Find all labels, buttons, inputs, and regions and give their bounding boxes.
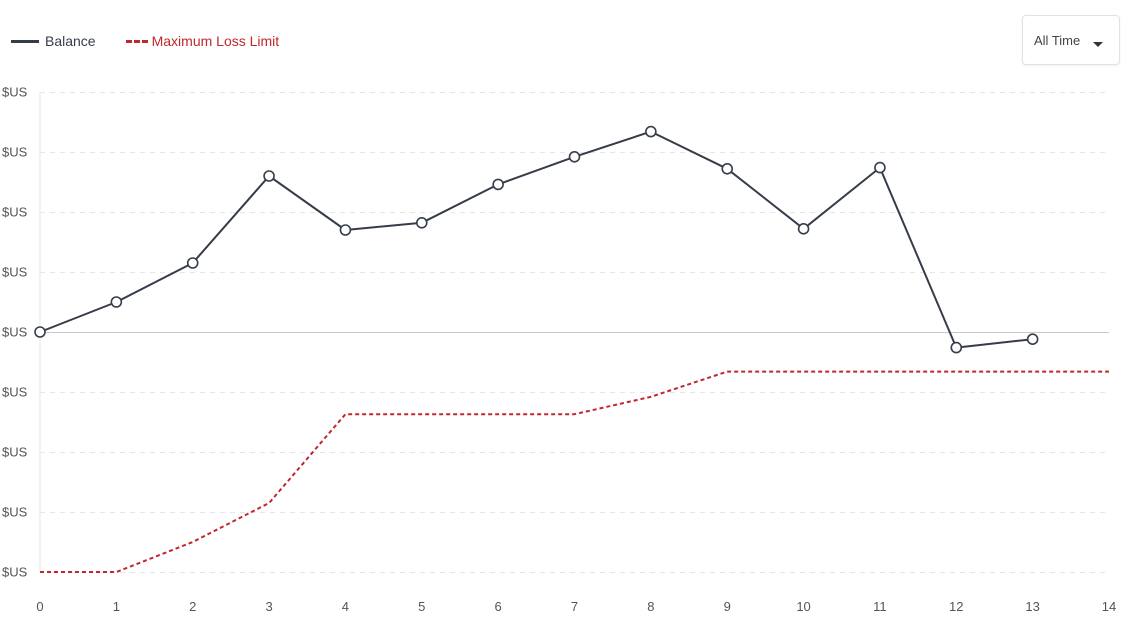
y-tick-label: $US — [2, 445, 28, 460]
legend-item-balance[interactable]: Balance — [11, 33, 96, 49]
y-tick-label: $US — [2, 385, 28, 400]
y-tick-label: $US — [2, 205, 28, 220]
x-tick-label: 9 — [724, 599, 731, 614]
time-range-select[interactable]: All Time — [1022, 15, 1120, 65]
legend-label-limit: Maximum Loss Limit — [151, 33, 280, 49]
legend-label-balance: Balance — [45, 33, 96, 49]
y-tick-label: $US — [2, 265, 28, 280]
x-tick-label: 7 — [571, 599, 578, 614]
x-tick-label: 10 — [796, 599, 810, 614]
balance-point[interactable] — [263, 170, 275, 182]
x-tick-label: 11 — [873, 599, 887, 614]
x-tick-label: 12 — [949, 599, 963, 614]
chevron-down-icon — [1093, 42, 1103, 47]
balance-swatch — [11, 39, 39, 43]
balance-point[interactable] — [797, 223, 810, 235]
balance-point[interactable] — [186, 257, 199, 269]
time-range-value: All Time — [1034, 32, 1081, 48]
y-tick-label: $US — [2, 145, 28, 160]
x-tick-label: 2 — [189, 599, 196, 614]
balance-point[interactable] — [339, 224, 352, 236]
x-tick-label: 13 — [1025, 599, 1039, 614]
balance-series-line — [39, 130, 1033, 349]
y-tick-label: $US — [2, 505, 28, 520]
x-tick-label: 3 — [265, 599, 272, 614]
balance-point[interactable] — [415, 217, 428, 229]
x-tick-label: 8 — [647, 599, 654, 614]
balance-point[interactable] — [34, 326, 46, 338]
balance-point[interactable] — [568, 151, 581, 163]
x-tick-label: 14 — [1102, 599, 1116, 614]
y-tick-label: $US — [2, 325, 28, 340]
x-tick-label: 1 — [113, 599, 120, 614]
balance-point[interactable] — [1026, 333, 1039, 346]
y-tick-label: $US — [2, 565, 28, 580]
x-tick-label: 6 — [495, 599, 502, 614]
x-tick-label: 4 — [342, 599, 349, 614]
y-tick-label: $US — [2, 85, 28, 100]
balance-point[interactable] — [721, 163, 734, 175]
balance-point[interactable] — [110, 296, 123, 308]
x-tick-label: 5 — [418, 599, 425, 614]
x-tick-label: 0 — [36, 599, 43, 614]
limit-swatch — [125, 39, 148, 43]
balance-point[interactable] — [874, 161, 886, 174]
balance-point[interactable] — [492, 178, 504, 191]
limit-series-line — [40, 370, 1109, 573]
chart-legend: Balance Maximum Loss Limit — [11, 33, 309, 49]
legend-item-limit[interactable]: Maximum Loss Limit — [125, 33, 280, 49]
balance-point[interactable] — [645, 125, 657, 138]
balance-point[interactable] — [950, 341, 963, 354]
